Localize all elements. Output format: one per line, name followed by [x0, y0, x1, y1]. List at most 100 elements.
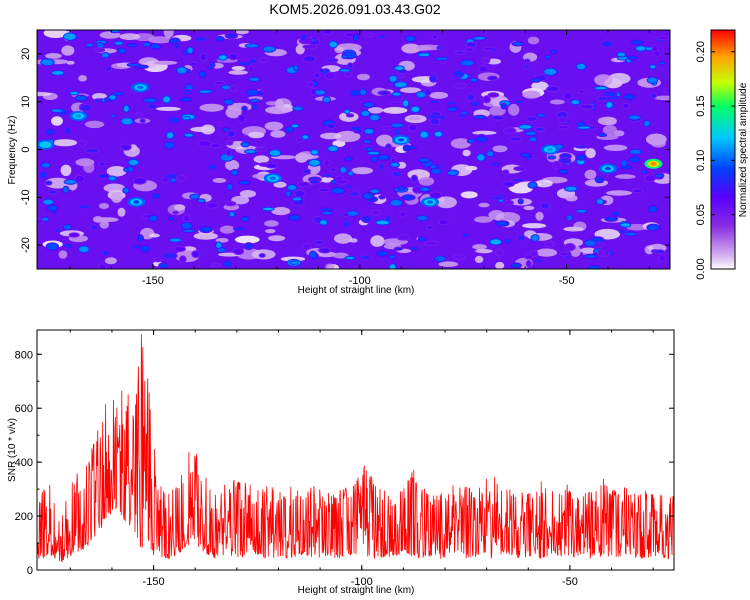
heatmap-cell [388, 254, 396, 260]
heatmap-cell [230, 169, 239, 177]
heatmap-cell [294, 189, 306, 198]
heatmap-cell [247, 58, 258, 65]
heatmap-low-cell [382, 107, 408, 114]
heatmap-cell [470, 100, 481, 107]
heatmap-cell [217, 54, 228, 61]
heatmap-low-cell [334, 233, 352, 244]
heatmap-cell [376, 249, 389, 257]
heatmap-cell [225, 148, 233, 157]
heatmap-cell [404, 35, 417, 43]
heatmap-cell [399, 210, 407, 218]
colorbar-tick-label: 0.05 [695, 204, 707, 225]
heatmap-cell [417, 236, 428, 243]
heatmap-cell [108, 94, 117, 101]
heatmap-cell [199, 225, 213, 234]
heatmap-cell [474, 135, 489, 143]
heatmap-cell [241, 105, 248, 112]
heatmap-low-cell [348, 238, 358, 243]
heatmap-cell [503, 127, 517, 135]
heatmap-cell [215, 35, 225, 42]
heatmap-y-ticks: -20 -10 0 10 20 [20, 48, 670, 253]
heatmap-cell [473, 114, 487, 120]
heatmap-low-cell [450, 138, 471, 149]
heatmap-cell [50, 108, 64, 113]
heatmap-cell [326, 122, 336, 130]
heatmap-cell [182, 214, 191, 223]
heatmap-cell [205, 202, 219, 209]
heatmap-cell [297, 181, 311, 188]
heatmap-cell [557, 116, 568, 124]
heatmap-cell [322, 30, 333, 35]
y-tick-label: 400 [15, 457, 33, 469]
heatmap-low-cell [535, 179, 553, 188]
heatmap-cell [543, 67, 558, 76]
heatmap-cell [181, 116, 192, 121]
heatmap-low-cell [488, 210, 505, 220]
heatmap-low-cell [320, 132, 342, 140]
heatmap-cell [446, 101, 458, 106]
heatmap-cell [143, 97, 158, 104]
heatmap-cell [525, 116, 538, 122]
heatmap-hotspot [127, 197, 146, 208]
y-tick-label: -20 [20, 237, 32, 253]
heatmap-cell [284, 190, 292, 198]
x-tick-label: -150 [142, 275, 164, 287]
heatmap-cell [151, 192, 161, 200]
heatmap-low-cell [438, 261, 459, 268]
heatmap-cell [77, 139, 88, 147]
heatmap-cell [286, 184, 298, 192]
heatmap-cell [489, 238, 503, 246]
heatmap-low-cell [472, 244, 487, 250]
heatmap-cell [366, 150, 381, 156]
heatmap-cell [217, 121, 224, 126]
heatmap-cell [265, 162, 279, 169]
heatmap-cell [318, 68, 325, 74]
heatmap-cell [238, 61, 251, 67]
heatmap-cell [524, 130, 538, 137]
heatmap-cell [63, 32, 77, 41]
heatmap-cell [47, 189, 59, 195]
heatmap-cell [557, 124, 570, 130]
heatmap-cell [577, 89, 585, 94]
heatmap-low-cell [325, 263, 335, 269]
heatmap-cell [419, 186, 431, 193]
heatmap-low-cell [522, 90, 541, 99]
heatmap-cell [530, 234, 540, 242]
heatmap-low-cell [523, 205, 535, 211]
heatmap-low-cell [319, 177, 334, 183]
heatmap-cell [139, 244, 151, 253]
heatmap-low-cell [268, 235, 286, 242]
heatmap-cell [292, 105, 304, 112]
heatmap-cell [284, 125, 294, 134]
heatmap-cell [189, 193, 200, 200]
heatmap-cell [396, 74, 405, 78]
heatmap-cell [628, 148, 643, 155]
heatmap-cell [500, 102, 507, 110]
heatmap-low-cell [653, 95, 670, 101]
heatmap-cell [519, 152, 532, 158]
heatmap-hotspot [421, 197, 439, 208]
heatmap-cell [423, 240, 439, 246]
heatmap-cell [295, 138, 304, 142]
heatmap-cell [352, 33, 360, 42]
heatmap-cell [429, 118, 441, 126]
heatmap-hotspot [541, 144, 559, 155]
heatmap-cell [646, 76, 659, 85]
heatmap-cell [258, 253, 266, 258]
heatmap-cell [101, 250, 110, 257]
heatmap-cell [342, 221, 351, 228]
heatmap-cell [110, 113, 117, 119]
heatmap-cell [564, 243, 576, 252]
heatmap-cell [487, 75, 498, 81]
heatmap-cell [393, 81, 408, 89]
heatmap-cell [482, 95, 491, 104]
hotspot-core [137, 85, 144, 90]
heatmap-low-cell [565, 194, 578, 202]
y-tick-label: 0 [27, 565, 33, 577]
heatmap-cell [62, 223, 73, 231]
heatmap-cell [77, 204, 92, 209]
heatmap-low-cell [265, 106, 291, 115]
heatmap-low-cell [163, 30, 174, 38]
heatmap-cell [243, 242, 254, 251]
heatmap-low-cell [106, 166, 127, 177]
